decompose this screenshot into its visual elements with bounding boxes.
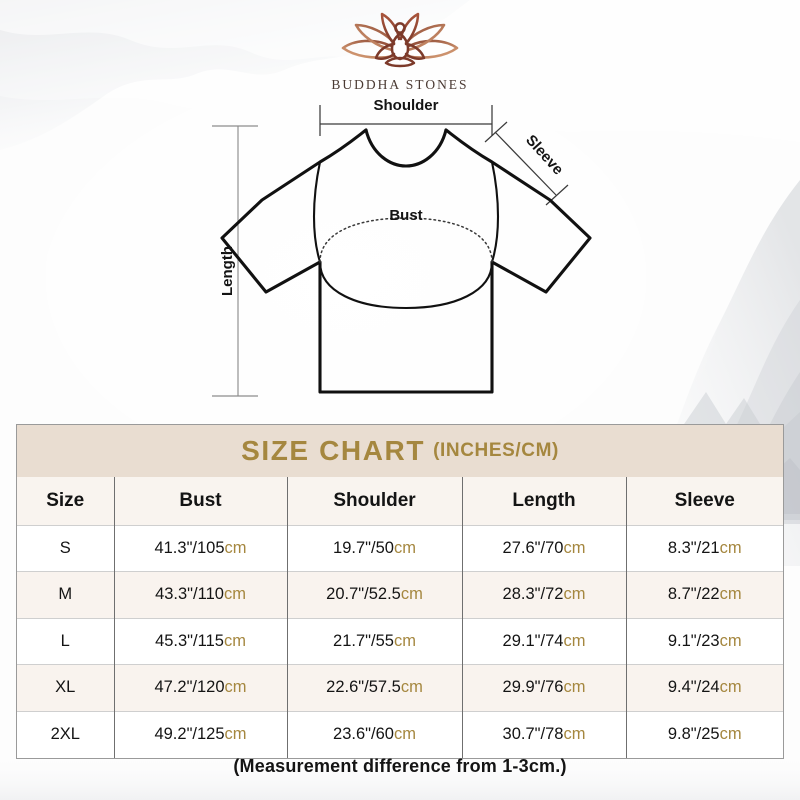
sleeve-inches: 9.8"/25 (667, 725, 720, 743)
table-row: L 45.3"/115cm 21.7"/55cm 29.1"/74cm 9.1"… (17, 617, 783, 665)
shoulder-inches: 19.7"/50 (333, 538, 394, 557)
shoulder-unit: cm (400, 585, 423, 604)
bust-unit: cm (223, 631, 246, 650)
sleeve-unit: cm (719, 538, 742, 557)
bust-inches: 49.2"/125 (154, 725, 225, 743)
size-chart-title-bar: SIZE CHART (INCHES/CM) (17, 425, 783, 477)
shoulder-inches: 21.7"/55 (333, 631, 394, 650)
table-header-row: Size Bust Shoulder Length Sleeve (17, 477, 783, 525)
size-chart-table: Size Bust Shoulder Length Sleeve S 41.3"… (17, 477, 783, 758)
shoulder-inches: 23.6"/60 (333, 725, 394, 743)
size-chart-title: SIZE CHART (241, 435, 426, 466)
sleeve-label: Sleeve (522, 132, 566, 179)
tshirt-diagram: Shoulder Bust Length Sleeve (0, 96, 800, 426)
bust-inches: 43.3"/110 (155, 585, 224, 604)
cell-shoulder: 23.6"/60cm (286, 710, 462, 758)
sleeve-inches: 8.7"/22 (667, 585, 720, 604)
length-unit: cm (563, 725, 586, 743)
sleeve-inches: 9.1"/23 (667, 631, 720, 650)
table-row: XL 47.2"/120cm 22.6"/57.5cm 29.9"/76cm 9… (17, 664, 783, 711)
sleeve-unit: cm (719, 631, 742, 650)
cell-bust: 43.3"/110cm (113, 571, 287, 618)
column-header-bust: Bust (113, 477, 287, 525)
length-inches: 28.3"/72 (502, 585, 564, 604)
length-unit: cm (563, 538, 586, 557)
bust-inches: 41.3"/105 (154, 538, 225, 557)
cell-length: 30.7"/78cm (461, 710, 626, 758)
length-label: Length (219, 246, 236, 296)
cell-size: S (17, 524, 114, 572)
bust-unit: cm (224, 678, 247, 697)
cell-length: 28.3"/72cm (461, 571, 626, 618)
cell-bust: 45.3"/115cm (113, 617, 287, 665)
brand-logo: BUDDHA STONES (0, 10, 800, 93)
sleeve-unit: cm (719, 678, 742, 697)
cell-size: L (17, 617, 114, 665)
cell-sleeve: 9.4"/24cm (625, 664, 783, 711)
cell-bust: 41.3"/105cm (113, 524, 287, 572)
table-row: S 41.3"/105cm 19.7"/50cm 27.6"/70cm 8.3"… (17, 524, 783, 572)
bust-unit: cm (224, 538, 247, 557)
cell-bust: 47.2"/120cm (113, 664, 287, 711)
cell-length: 29.1"/74cm (461, 617, 626, 665)
shoulder-unit: cm (400, 678, 423, 697)
size-chart-card: SIZE CHART (INCHES/CM) Size Bust Shoulde… (16, 424, 784, 759)
cell-length: 29.9"/76cm (461, 664, 626, 711)
column-header-shoulder: Shoulder (286, 477, 462, 525)
shoulder-unit: cm (393, 725, 416, 743)
column-header-length: Length (461, 477, 626, 525)
length-inches: 30.7"/78 (502, 725, 564, 743)
cell-sleeve: 9.1"/23cm (625, 617, 783, 665)
sleeve-unit: cm (719, 725, 742, 743)
lotus-meditation-icon (341, 12, 459, 68)
cell-sleeve: 8.3"/21cm (625, 524, 783, 572)
length-unit: cm (563, 585, 586, 604)
cell-shoulder: 21.7"/55cm (286, 617, 462, 665)
bust-inches: 47.2"/120 (154, 678, 225, 697)
column-header-sleeve: Sleeve (625, 477, 783, 525)
cell-shoulder: 22.6"/57.5cm (286, 664, 462, 711)
bust-inches: 45.3"/115 (155, 631, 224, 650)
length-unit: cm (563, 678, 586, 697)
table-row: M 43.3"/110cm 20.7"/52.5cm 28.3"/72cm 8.… (17, 571, 783, 618)
bust-label: Bust (389, 207, 422, 224)
shoulder-dimension-guide (319, 105, 493, 136)
cell-size: XL (17, 664, 114, 711)
measurement-note: (Measurement difference from 1-3cm.) (233, 756, 567, 776)
size-chart-units: (INCHES/CM) (433, 440, 559, 461)
shoulder-inches: 22.6"/57.5 (326, 678, 401, 697)
cell-size: M (17, 571, 114, 618)
sleeve-inches: 8.3"/21 (667, 538, 720, 557)
length-inches: 29.9"/76 (502, 678, 564, 697)
cell-shoulder: 20.7"/52.5cm (286, 571, 462, 618)
length-unit: cm (563, 631, 586, 650)
bust-unit: cm (224, 725, 247, 743)
shoulder-label: Shoulder (373, 97, 438, 114)
sleeve-inches: 9.4"/24 (667, 678, 720, 697)
table-row: 2XL 49.2"/125cm 23.6"/60cm 30.7"/78cm 9.… (17, 710, 783, 758)
cell-bust: 49.2"/125cm (113, 710, 287, 758)
shoulder-unit: cm (393, 538, 416, 557)
length-inches: 29.1"/74 (502, 631, 564, 650)
cell-length: 27.6"/70cm (461, 524, 626, 572)
length-inches: 27.6"/70 (502, 538, 564, 557)
column-header-size: Size (17, 477, 114, 525)
tshirt-outline (220, 128, 592, 394)
shoulder-inches: 20.7"/52.5 (326, 585, 401, 604)
length-dimension-guide (212, 125, 258, 397)
cell-shoulder: 19.7"/50cm (286, 524, 462, 572)
bust-unit: cm (223, 585, 246, 604)
cell-size: 2XL (17, 710, 114, 758)
brand-name: BUDDHA STONES (331, 77, 469, 92)
cell-sleeve: 8.7"/22cm (625, 571, 783, 618)
sleeve-unit: cm (719, 585, 742, 604)
cell-sleeve: 9.8"/25cm (625, 710, 783, 758)
shoulder-unit: cm (393, 631, 416, 650)
